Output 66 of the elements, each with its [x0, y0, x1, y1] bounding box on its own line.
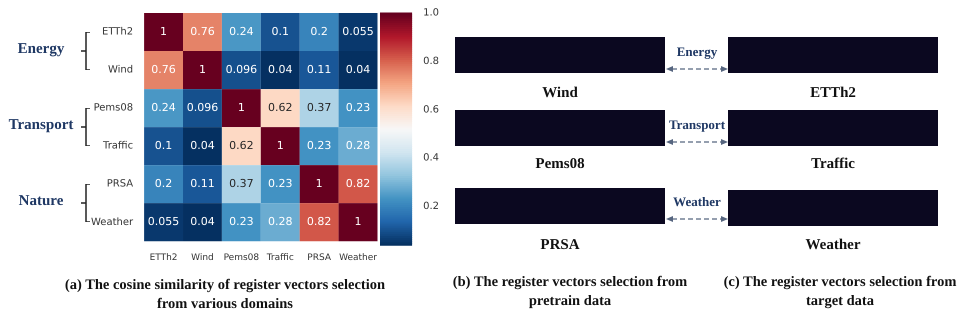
- x-tick-label: Wind: [191, 252, 214, 263]
- color-bar-label: 0.2: [423, 201, 440, 212]
- x-tick-label: Weather: [339, 252, 378, 263]
- data-label: 0.096: [186, 100, 218, 114]
- data-label: 0.37: [229, 177, 254, 190]
- data-label: 0.055: [342, 24, 374, 38]
- data-label: 0.23: [346, 100, 370, 114]
- data-label: 0.28: [346, 138, 370, 152]
- text: Transport: [8, 117, 74, 134]
- text: Pems08: [534, 155, 586, 174]
- data-label: 0.76: [190, 24, 215, 38]
- color-bar-label: 1.0: [423, 8, 440, 19]
- text: Traffic: [810, 155, 856, 174]
- text: Energy: [676, 43, 718, 61]
- data-label: 0.04: [268, 62, 293, 76]
- x-tick-label: Traffic: [266, 252, 294, 263]
- y-tick-label: Pems08: [94, 102, 134, 114]
- x-tick-label: ETTh2: [150, 252, 178, 263]
- data-label: 0.82: [306, 215, 332, 228]
- text: (b) The register vectors selection from pretrain data: [452, 273, 688, 311]
- data-label: 1: [160, 24, 168, 38]
- text: Weather: [672, 193, 722, 211]
- text: (a) The cosine similarity of register vectors selection from various domains: [64, 276, 386, 314]
- data-label: 0.23: [268, 177, 293, 190]
- text: Transport: [668, 116, 726, 134]
- data-label: 0.11: [306, 62, 332, 76]
- x-tick-label: Pems08: [224, 252, 260, 263]
- y-tick-label: Wind: [108, 64, 134, 76]
- color-bar-label: 0.4: [423, 152, 440, 164]
- data-label: 0.23: [229, 215, 254, 228]
- data-label: 1: [316, 177, 323, 190]
- text: Wind: [541, 84, 579, 103]
- data-label: 0.24: [229, 24, 254, 38]
- y-tick-label: Weather: [90, 216, 134, 228]
- y-tick-label: Traffic: [102, 140, 134, 152]
- data-label: 1: [238, 100, 245, 114]
- data-label: 0.055: [148, 215, 180, 228]
- data-label: 0.2: [310, 24, 328, 38]
- y-tick-label: PRSA: [106, 178, 134, 190]
- data-label: 0.04: [346, 62, 370, 76]
- data-label: 0.096: [226, 62, 258, 76]
- data-label: 0.23: [306, 138, 332, 152]
- text: Energy: [16, 41, 66, 58]
- data-label: 1: [354, 215, 362, 228]
- text: (c) The register vectors selection from target data: [722, 273, 958, 311]
- color-bar-label: 0.6: [423, 104, 440, 116]
- text: ETTh2: [809, 84, 857, 103]
- data-label: 0.28: [268, 215, 293, 228]
- data-label: 0.62: [229, 138, 254, 152]
- data-label: 0.11: [190, 177, 215, 190]
- data-label: 0.24: [151, 100, 176, 114]
- data-label: 0.37: [306, 100, 332, 114]
- data-label: 1: [198, 62, 206, 76]
- data-label: 0.2: [154, 177, 172, 190]
- text: Nature: [18, 193, 64, 210]
- color-bar-label: 0.8: [423, 56, 440, 67]
- data-label: 1: [276, 138, 284, 152]
- y-tick-label: ETTh2: [102, 26, 134, 38]
- data-label: 0.82: [346, 177, 370, 190]
- data-label: 0.62: [268, 100, 293, 114]
- data-label: 0.04: [190, 215, 215, 228]
- data-label: 0.04: [190, 138, 215, 152]
- data-label: 0.1: [154, 138, 172, 152]
- x-tick-label: PRSA: [307, 252, 332, 263]
- data-label: 0.1: [272, 24, 290, 38]
- data-label: 0.76: [151, 62, 176, 76]
